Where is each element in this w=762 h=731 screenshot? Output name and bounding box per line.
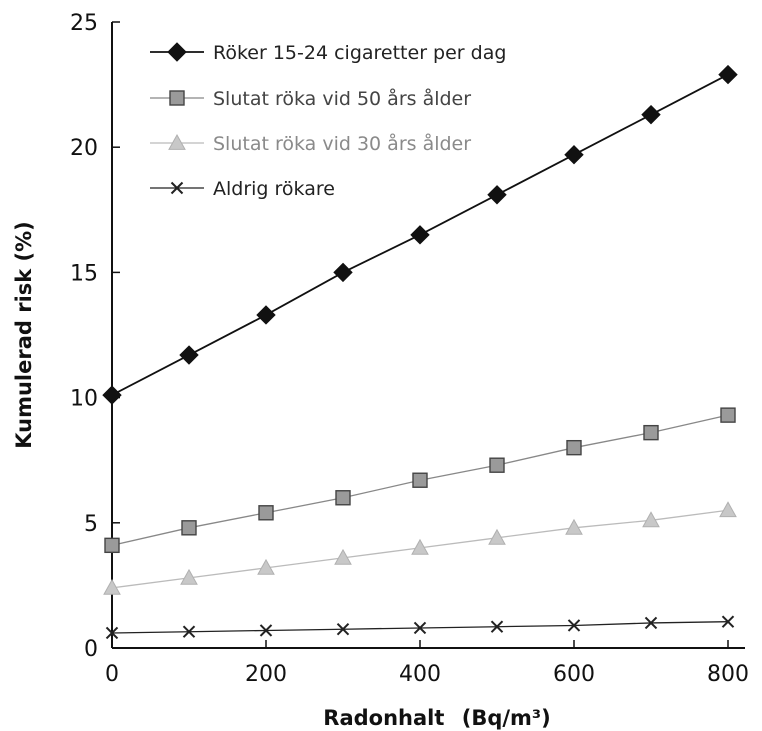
- y-tick-label: 15: [70, 261, 98, 286]
- x-tick-label: 0: [105, 662, 119, 687]
- data-point: [104, 537, 120, 554]
- data-point: [720, 407, 736, 423]
- x-marker-stroke: [170, 181, 184, 195]
- data-point: [490, 620, 504, 633]
- data-point: [259, 624, 273, 637]
- series-1: [102, 64, 738, 405]
- data-point: [334, 548, 352, 565]
- legend-label: Slutat röka vid 30 års ålder: [213, 132, 471, 155]
- legend-label: Aldrig rökare: [213, 178, 335, 200]
- data-point: [103, 578, 121, 595]
- data-point: [489, 457, 505, 473]
- legend-marker: [169, 90, 185, 106]
- series-3: [103, 501, 737, 595]
- data-point: [182, 625, 196, 638]
- legend: Röker 15-24 cigaretter per dag Slutat rök…: [150, 42, 506, 200]
- series-layer: [102, 64, 738, 640]
- legend-item: Röker 15-24 cigaretter per dag: [150, 42, 506, 64]
- data-point: [564, 145, 584, 165]
- data-point: [336, 623, 350, 636]
- data-point: [181, 520, 197, 536]
- x-marker-stroke: [105, 626, 119, 640]
- data-point: [410, 225, 430, 245]
- data-point: [642, 511, 660, 528]
- x-tick-label: 600: [553, 662, 595, 687]
- data-point: [105, 626, 119, 640]
- data-point: [719, 501, 737, 518]
- y-tick-label: 10: [70, 387, 98, 412]
- y-tick-label: 20: [70, 136, 98, 161]
- series-2: [104, 407, 736, 554]
- x-marker-stroke: [259, 624, 273, 637]
- data-point: [411, 538, 429, 555]
- data-point: [488, 528, 506, 545]
- data-point: [721, 615, 735, 628]
- data-point: [567, 619, 581, 632]
- data-point: [487, 185, 507, 205]
- x-tick-label: 200: [245, 662, 287, 687]
- x-marker-stroke: [413, 621, 427, 635]
- x-marker-stroke: [567, 619, 581, 632]
- data-point: [641, 104, 661, 125]
- legend-item: Slutat röka vid 50 års ålder: [150, 87, 471, 110]
- legend-label: Röker 15-24 cigaretter per dag: [213, 42, 506, 64]
- y-axis-title: Kumulerad risk (%): [12, 221, 36, 449]
- y-ticks: 0 5 10 15 20 25: [70, 11, 120, 662]
- x-marker-stroke: [721, 615, 735, 628]
- legend-marker: [167, 42, 187, 62]
- data-point: [179, 345, 199, 365]
- x-axis-title-unit: (Bq/m³): [462, 706, 551, 730]
- y-tick-label: 25: [70, 11, 98, 36]
- data-point: [413, 621, 427, 635]
- x-ticks: 0 200 400 600 800: [105, 640, 749, 687]
- x-marker-stroke: [182, 625, 196, 638]
- data-point: [102, 385, 122, 405]
- x-axis-title: Radonhalt (Bq/m³): [323, 706, 550, 730]
- x-tick-label: 800: [707, 662, 749, 687]
- x-marker-stroke: [490, 620, 504, 633]
- legend-item: Aldrig rökare: [150, 178, 335, 200]
- legend-item: Slutat röka vid 30 års ålder: [150, 132, 471, 155]
- data-point: [718, 64, 738, 85]
- data-point: [335, 490, 351, 506]
- data-point: [643, 424, 659, 441]
- data-point: [644, 616, 658, 630]
- data-point: [180, 568, 198, 585]
- data-point: [256, 305, 276, 325]
- data-point: [258, 505, 274, 521]
- legend-label: Slutat röka vid 50 års ålder: [213, 87, 471, 110]
- y-tick-label: 0: [84, 637, 98, 662]
- x-axis-title-main: Radonhalt: [323, 706, 444, 730]
- data-point: [565, 518, 583, 535]
- x-marker-stroke: [644, 616, 658, 630]
- legend-marker: [170, 181, 184, 195]
- data-point: [257, 558, 275, 575]
- series-4: [105, 615, 735, 640]
- x-tick-label: 400: [399, 662, 441, 687]
- data-point: [412, 472, 428, 488]
- data-point: [566, 439, 582, 456]
- legend-marker: [168, 133, 186, 150]
- x-marker-stroke: [336, 623, 350, 636]
- data-point: [333, 262, 353, 283]
- y-tick-label: 5: [84, 512, 98, 537]
